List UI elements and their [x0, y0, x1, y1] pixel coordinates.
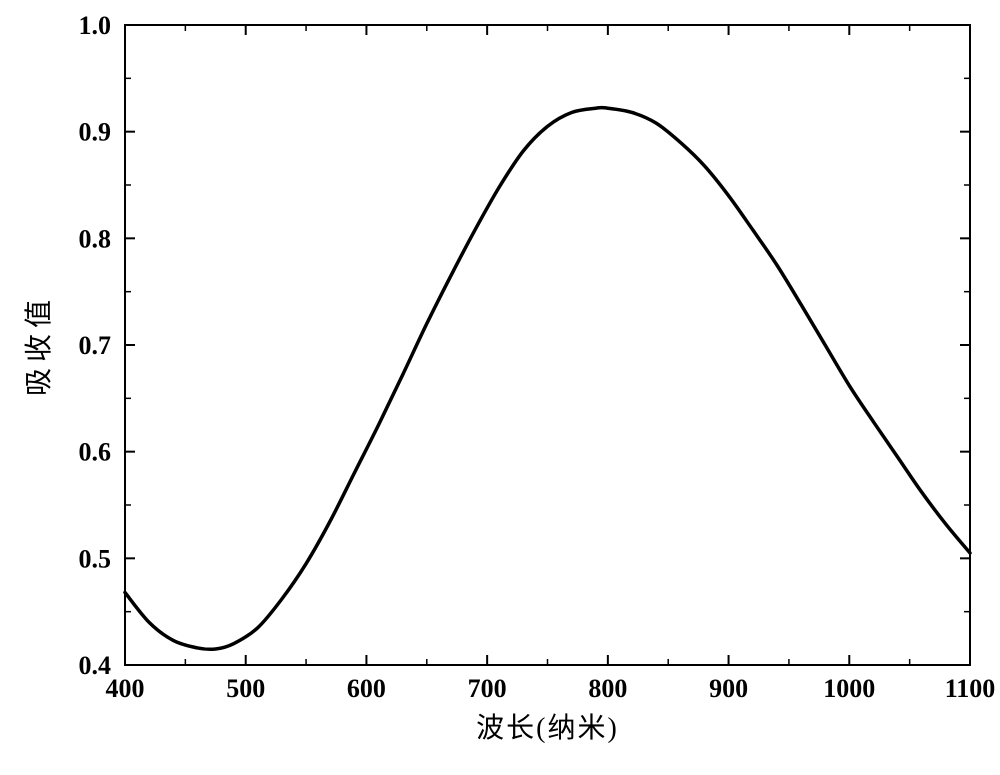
- x-tick-label: 900: [709, 674, 748, 703]
- x-tick-label: 700: [468, 674, 507, 703]
- y-axis-label: 吸收值: [23, 294, 55, 396]
- absorption-chart: 400 500 600 700 800 900 1000 1100 0.4 0.5 0.6 0.7 0.…: [0, 0, 1000, 775]
- x-axis-label: 波长(纳米): [476, 712, 619, 744]
- x-tick-label: 600: [347, 674, 386, 703]
- y-tick-label: 0.6: [79, 438, 112, 467]
- x-tick-label: 400: [106, 674, 145, 703]
- plot-border: [125, 25, 970, 665]
- x-tick-label: 1100: [945, 674, 996, 703]
- y-tick-label: 0.4: [79, 651, 112, 680]
- y-tick-label: 0.9: [79, 118, 112, 147]
- x-tick-label: 1000: [823, 674, 875, 703]
- x-tick-label: 500: [226, 674, 265, 703]
- y-tick-label: 1.0: [79, 11, 112, 40]
- y-tick-label: 0.7: [79, 331, 112, 360]
- chart-svg: 400 500 600 700 800 900 1000 1100 0.4 0.5 0.6 0.7 0.…: [0, 0, 1000, 775]
- absorption-curve: [125, 108, 970, 650]
- x-tick-label: 800: [588, 674, 627, 703]
- y-tick-label: 0.8: [79, 224, 112, 253]
- y-tick-label: 0.5: [79, 544, 112, 573]
